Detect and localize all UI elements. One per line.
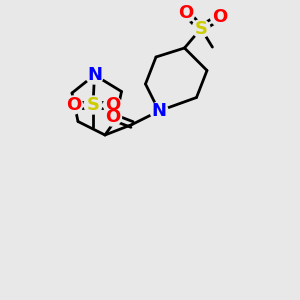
Circle shape (103, 108, 122, 126)
Circle shape (85, 66, 103, 84)
Circle shape (150, 102, 168, 120)
Text: N: N (87, 66, 102, 84)
Text: O: O (178, 4, 194, 22)
Text: O: O (66, 96, 81, 114)
Circle shape (103, 96, 122, 114)
Text: S: S (86, 96, 100, 114)
Text: S: S (194, 20, 208, 38)
Circle shape (64, 96, 82, 114)
Circle shape (84, 96, 102, 114)
Circle shape (192, 20, 210, 38)
Text: O: O (212, 8, 227, 26)
Circle shape (177, 4, 195, 22)
Text: O: O (105, 96, 120, 114)
Text: O: O (105, 108, 120, 126)
Text: N: N (152, 102, 166, 120)
Circle shape (211, 8, 229, 26)
